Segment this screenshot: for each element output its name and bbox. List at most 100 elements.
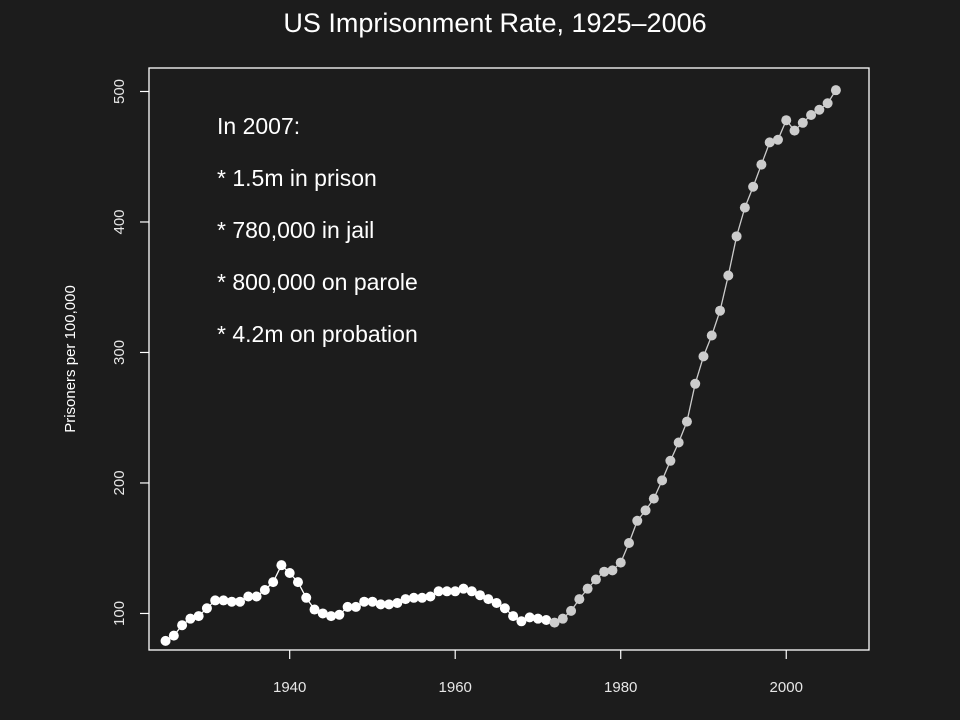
y-tick-label: 400 (111, 209, 128, 234)
data-point (160, 635, 171, 646)
y-tick-label: 300 (111, 340, 128, 365)
annotation-line: In 2007: (217, 113, 300, 139)
data-point (384, 599, 394, 610)
x-tick-label: 1960 (439, 679, 472, 696)
data-point (648, 493, 659, 504)
series-line-segment (727, 236, 738, 276)
data-point (317, 608, 328, 619)
annotation-line: * 800,000 on parole (217, 269, 418, 295)
data-point (193, 611, 204, 622)
x-tick-label: 1980 (604, 679, 637, 696)
y-tick-label: 100 (111, 601, 128, 626)
data-point (292, 577, 303, 588)
series-line-segment (686, 383, 696, 422)
data-point (615, 557, 626, 568)
data-point (342, 601, 353, 612)
data-point (334, 609, 345, 620)
data-point (781, 115, 792, 126)
data-point (301, 592, 312, 603)
data-point (582, 583, 593, 594)
y-axis-label: Prisoners per 100,000 (62, 285, 79, 433)
data-point (268, 577, 279, 588)
data-point (201, 603, 212, 614)
data-point (797, 117, 808, 128)
data-point (690, 378, 701, 389)
data-point (566, 605, 577, 616)
data-point (235, 596, 246, 607)
data-point (731, 231, 742, 242)
data-point (475, 590, 486, 601)
data-point (185, 613, 196, 624)
data-point (640, 505, 651, 516)
data-point (450, 586, 461, 597)
data-point (226, 596, 237, 607)
data-point (284, 568, 295, 579)
data-point (723, 270, 734, 281)
data-point (557, 613, 568, 624)
data-point (516, 616, 527, 627)
data-point (574, 594, 585, 605)
data-point (814, 104, 825, 115)
data-point (772, 134, 783, 145)
chart-title: US Imprisonment Rate, 1925–2006 (283, 8, 706, 38)
data-point (408, 592, 419, 603)
data-point (673, 437, 684, 448)
data-point (822, 98, 833, 109)
data-point (657, 475, 668, 486)
data-point (210, 595, 221, 606)
data-point (549, 617, 560, 628)
data-point (326, 611, 337, 622)
data-point (624, 537, 634, 548)
data-point (441, 586, 452, 597)
data-point (251, 591, 262, 602)
y-tick-label: 500 (111, 79, 128, 104)
data-point (276, 560, 287, 571)
y-tick-label: 200 (111, 470, 128, 495)
x-axis: 1940 1960 1980 2000 (273, 650, 803, 696)
data-point (218, 595, 229, 606)
data-point (590, 574, 601, 585)
data-point (764, 137, 775, 148)
data-point (806, 109, 817, 120)
data-point (739, 202, 750, 213)
annotation-line: * 780,000 in jail (217, 217, 374, 243)
data-point (359, 596, 370, 607)
y-axis: 100 200 300 400 500 (111, 79, 149, 626)
data-point (367, 596, 378, 607)
data-point (499, 603, 510, 614)
annotation-line: * 4.2m on probation (217, 321, 418, 347)
series-line-segment (719, 275, 729, 311)
data-point (508, 611, 519, 622)
data-point (243, 591, 254, 602)
data-point (483, 594, 494, 605)
data-point (491, 598, 502, 609)
data-point (532, 613, 543, 624)
x-tick-label: 1940 (273, 679, 306, 696)
data-point (698, 351, 709, 362)
data-point (350, 601, 361, 612)
data-point (177, 620, 188, 631)
data-point (433, 586, 444, 597)
data-point (458, 583, 469, 594)
data-point (168, 630, 179, 641)
data-point (541, 614, 552, 625)
data-point (681, 416, 692, 427)
data-point (375, 599, 386, 610)
data-point (607, 565, 618, 576)
annotation-line: * 1.5m in prison (217, 165, 377, 191)
data-point (632, 515, 643, 526)
data-point (715, 305, 726, 316)
data-point (748, 181, 759, 192)
data-point (789, 125, 800, 136)
data-point (599, 566, 610, 577)
x-tick-label: 2000 (770, 679, 803, 696)
data-point (392, 598, 403, 609)
data-point (425, 591, 436, 602)
annotation-block: In 2007: * 1.5m in prison * 780,000 in jai… (217, 113, 418, 347)
data-point (756, 159, 767, 170)
data-point (466, 586, 477, 597)
data-point (259, 584, 270, 595)
data-point (309, 604, 320, 615)
data-point (400, 594, 411, 605)
